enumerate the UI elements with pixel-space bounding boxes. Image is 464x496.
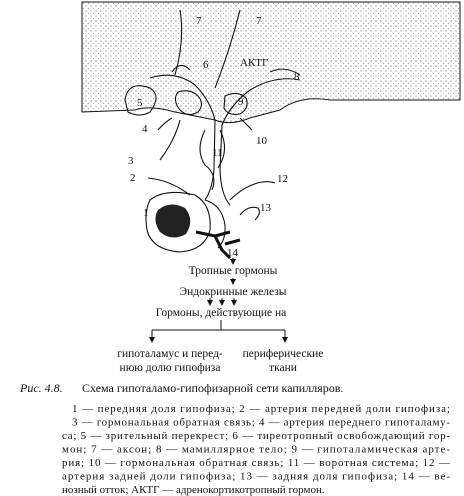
flow: Тропные гормоны Эндокринные железы Гормо… [117,265,323,374]
caption-title: Схема гипоталамо-гипофизарной сети капил… [82,381,343,395]
caption-line: нозный отток; АКТГ — адренокортикотропны… [62,484,325,496]
label: 9 [238,96,244,108]
label: АКТГ [240,57,268,69]
flow-text: Эндокринные железы [179,286,286,298]
illustration [81,1,461,265]
caption-line: са; 5 — зрительный перекрест; 6 — тиреот… [62,430,450,442]
label: 6 [203,59,209,71]
flow-text: ткани [269,362,297,374]
label: 8 [294,71,300,83]
flow-text: гипоталамус и перед- [117,348,223,360]
caption: Рис. 4.8. Схема гипоталамо-гипофизарной … [19,381,451,496]
flow-text: нюю долю гипофиза [120,362,221,374]
label: 4 [142,123,148,135]
label: 1 [143,207,149,219]
label: 3 [128,155,134,167]
caption-line: 1 — передняя доля гипофиза; 2 — артерия … [72,403,450,415]
caption-line: 3 — гормональная обратная связь; 4 — арт… [72,417,450,429]
labels: 1 2 3 4 5 6 7 7 8 9 10 11 12 13 14 АКТГ [128,15,300,259]
label: 7 [196,15,202,27]
flow-text: Гормоны, действующие на [156,307,287,319]
flow-text: периферические [243,348,324,360]
label: 5 [137,97,143,109]
label: 7 [256,15,262,27]
label: 14 [227,247,239,259]
label: 2 [130,172,136,184]
figure-number: Рис. 4.8. [19,381,63,395]
label: 11 [212,147,223,159]
caption-line: рия; 10 — гормональная обратная связь; 1… [62,457,451,469]
label: 12 [277,173,288,185]
flow-text: Тропные гормоны [189,265,278,277]
caption-line: артерия задней доли гипофиза; 13 — задня… [62,471,450,483]
label: 13 [260,202,272,214]
label: 10 [256,135,268,147]
caption-line: мон; 7 — аксон; 8 — мамиллярное тело; 9 … [62,444,450,456]
